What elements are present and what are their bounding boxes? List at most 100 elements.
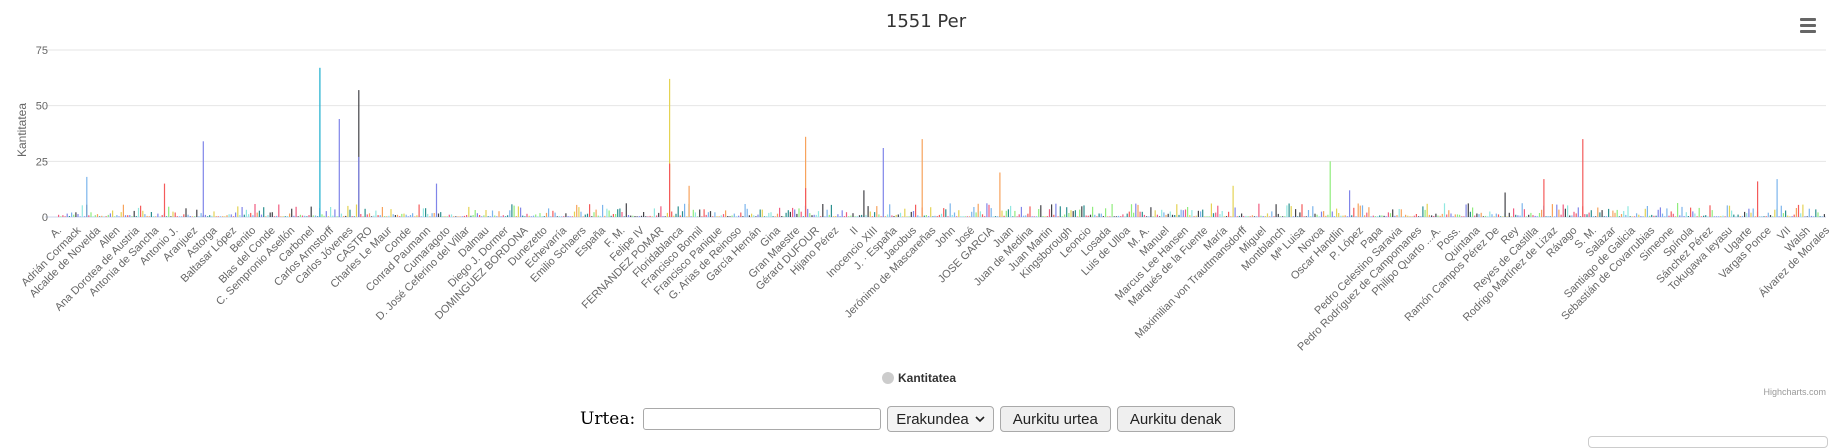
bar[interactable] bbox=[66, 213, 68, 217]
bar[interactable] bbox=[364, 208, 366, 217]
bar[interactable] bbox=[1163, 212, 1165, 217]
bar[interactable] bbox=[604, 215, 606, 217]
bar[interactable] bbox=[673, 215, 675, 217]
bar[interactable] bbox=[1327, 214, 1329, 217]
bar[interactable] bbox=[507, 215, 509, 217]
bar[interactable] bbox=[1193, 216, 1195, 217]
bar[interactable] bbox=[1120, 216, 1122, 217]
bar[interactable] bbox=[707, 212, 709, 217]
bar[interactable] bbox=[699, 209, 701, 218]
bar[interactable] bbox=[1672, 213, 1674, 217]
bar[interactable] bbox=[1746, 213, 1748, 217]
bar[interactable] bbox=[906, 216, 908, 217]
bar[interactable] bbox=[1210, 203, 1212, 218]
bar[interactable] bbox=[1655, 215, 1657, 217]
bar[interactable] bbox=[1379, 215, 1381, 217]
bar[interactable] bbox=[176, 216, 178, 217]
bar[interactable] bbox=[1623, 211, 1625, 217]
bar[interactable] bbox=[593, 212, 595, 217]
bar[interactable] bbox=[1402, 216, 1405, 217]
bar[interactable] bbox=[988, 204, 990, 217]
bar[interactable] bbox=[135, 216, 137, 217]
bar[interactable] bbox=[727, 216, 729, 217]
bar[interactable] bbox=[286, 216, 288, 217]
bar[interactable] bbox=[1035, 216, 1038, 217]
bar[interactable] bbox=[62, 215, 64, 217]
bar[interactable] bbox=[1579, 216, 1582, 217]
bar[interactable] bbox=[1554, 216, 1556, 217]
bar[interactable] bbox=[740, 212, 742, 218]
bar[interactable] bbox=[567, 216, 569, 217]
bar[interactable] bbox=[1130, 204, 1133, 217]
bar[interactable] bbox=[1592, 216, 1595, 217]
bar-peak[interactable] bbox=[202, 141, 204, 217]
bar[interactable] bbox=[122, 204, 124, 217]
bar[interactable] bbox=[373, 215, 375, 217]
bar[interactable] bbox=[1469, 211, 1471, 217]
bar[interactable] bbox=[1342, 215, 1344, 217]
bar[interactable] bbox=[200, 213, 202, 217]
bar[interactable] bbox=[472, 215, 474, 217]
bar[interactable] bbox=[532, 215, 535, 217]
bar[interactable] bbox=[1551, 204, 1553, 217]
bar[interactable] bbox=[278, 204, 280, 218]
bar[interactable] bbox=[1441, 213, 1443, 217]
bar[interactable] bbox=[112, 210, 114, 218]
bar[interactable] bbox=[1392, 209, 1394, 217]
bar[interactable] bbox=[1541, 209, 1543, 217]
bar[interactable] bbox=[258, 210, 260, 217]
bar[interactable] bbox=[1256, 216, 1258, 217]
bar[interactable] bbox=[299, 214, 301, 217]
bar[interactable] bbox=[1724, 216, 1726, 217]
bar[interactable] bbox=[407, 216, 409, 217]
bar[interactable] bbox=[280, 216, 282, 217]
bar[interactable] bbox=[284, 216, 286, 217]
bar[interactable] bbox=[392, 214, 394, 217]
bar[interactable] bbox=[770, 212, 772, 217]
bar[interactable] bbox=[1446, 214, 1448, 218]
bar[interactable] bbox=[1245, 215, 1247, 217]
bar[interactable] bbox=[1048, 209, 1051, 217]
bar[interactable] bbox=[479, 215, 481, 217]
bar[interactable] bbox=[269, 212, 271, 218]
bar[interactable] bbox=[619, 208, 621, 218]
bar[interactable] bbox=[828, 214, 830, 217]
bar[interactable] bbox=[1549, 216, 1551, 217]
bar-peak[interactable] bbox=[669, 78, 671, 218]
bar[interactable] bbox=[1649, 215, 1651, 217]
bar[interactable] bbox=[602, 204, 604, 217]
bar[interactable] bbox=[1506, 216, 1508, 217]
bar[interactable] bbox=[1664, 216, 1666, 217]
bar[interactable] bbox=[984, 216, 986, 217]
bar[interactable] bbox=[938, 214, 940, 217]
bar[interactable] bbox=[312, 215, 314, 217]
bar[interactable] bbox=[1312, 206, 1314, 217]
bar[interactable] bbox=[381, 207, 383, 217]
bar[interactable] bbox=[1152, 216, 1154, 217]
bar[interactable] bbox=[1728, 205, 1731, 217]
bar[interactable] bbox=[686, 216, 688, 217]
bar[interactable] bbox=[895, 214, 897, 217]
bar[interactable] bbox=[861, 214, 863, 217]
bar[interactable] bbox=[1005, 210, 1007, 217]
bar[interactable] bbox=[463, 215, 465, 217]
bar[interactable] bbox=[835, 216, 837, 217]
bar[interactable] bbox=[77, 214, 79, 217]
bar-peak[interactable] bbox=[999, 172, 1001, 218]
bar[interactable] bbox=[869, 211, 871, 218]
bar[interactable] bbox=[1215, 212, 1217, 217]
bar[interactable] bbox=[718, 216, 720, 217]
bar[interactable] bbox=[738, 215, 740, 217]
bar[interactable] bbox=[1638, 214, 1640, 217]
bar[interactable] bbox=[1590, 210, 1592, 217]
bar[interactable] bbox=[1169, 211, 1171, 218]
bar[interactable] bbox=[742, 216, 744, 217]
bar[interactable] bbox=[833, 216, 835, 217]
bar[interactable] bbox=[1217, 205, 1219, 217]
bar[interactable] bbox=[429, 216, 431, 217]
bar[interactable] bbox=[1659, 207, 1661, 217]
bar[interactable] bbox=[254, 204, 256, 217]
bar[interactable] bbox=[1236, 216, 1238, 217]
bar[interactable] bbox=[1038, 209, 1040, 217]
bar[interactable] bbox=[1040, 205, 1042, 217]
